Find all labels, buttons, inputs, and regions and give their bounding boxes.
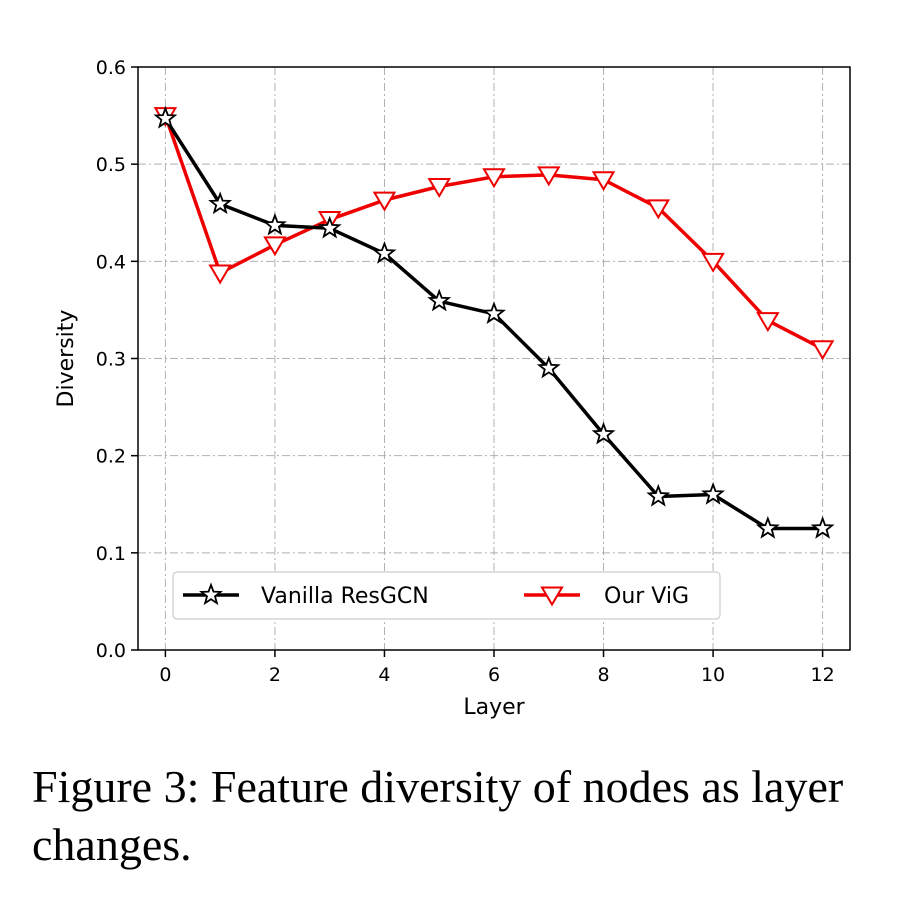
y-tick-label: 0.2 xyxy=(96,446,126,468)
series-layer xyxy=(153,105,835,539)
data-point xyxy=(427,288,452,312)
data-point xyxy=(153,105,178,129)
y-tick-label: 0.6 xyxy=(96,57,126,79)
y-tick-label: 0.0 xyxy=(96,640,126,662)
legend-item: Vanilla ResGCN xyxy=(183,582,429,609)
figure-caption: Figure 3: Feature diversity of nodes as … xyxy=(32,761,844,870)
data-point xyxy=(482,301,506,324)
x-tick-label: 6 xyxy=(488,664,500,686)
y-tick-label: 0.1 xyxy=(96,543,126,565)
legend-box xyxy=(172,571,721,620)
x-tick-label: 2 xyxy=(269,664,281,686)
legend-label: Our ViG xyxy=(604,584,689,609)
data-point xyxy=(591,171,616,192)
data-point xyxy=(755,515,780,539)
data-point xyxy=(263,236,287,257)
data-point xyxy=(208,191,233,215)
legend-marker xyxy=(199,582,223,606)
y-tick-label: 0.3 xyxy=(96,349,126,371)
data-point xyxy=(810,515,835,539)
line-chart: 0 2 4 6 8 10 12 0.0 0.1 0.2 0.3 0.4 0.5 0.6 Layer Div… xyxy=(54,57,851,720)
data-point xyxy=(317,215,342,239)
x-tick-label: 10 xyxy=(701,664,725,686)
data-point xyxy=(427,178,451,198)
data-point xyxy=(591,421,616,445)
data-point xyxy=(756,312,780,333)
x-tick-label: 0 xyxy=(159,664,171,686)
y-tick-label: 0.4 xyxy=(96,251,126,273)
legend-label: Vanilla ResGCN xyxy=(261,584,429,609)
data-point xyxy=(810,340,835,361)
data-point xyxy=(262,212,287,236)
legend-marker xyxy=(540,586,564,607)
x-axis-title: Layer xyxy=(463,695,525,720)
x-tick-label: 8 xyxy=(597,664,609,686)
data-point xyxy=(536,355,561,379)
y-axis-title: Diversity xyxy=(54,310,79,408)
data-point xyxy=(701,252,725,273)
series-our-vig xyxy=(153,107,835,361)
data-point xyxy=(537,166,561,187)
data-point xyxy=(208,264,232,285)
data-point xyxy=(701,481,726,505)
ticks: 0 2 4 6 8 10 12 0.0 0.1 0.2 0.3 0.4 0.5 0.6 xyxy=(96,57,835,686)
data-point xyxy=(482,168,506,189)
data-point xyxy=(646,199,671,220)
x-tick-label: 4 xyxy=(378,664,390,686)
data-point xyxy=(372,191,397,212)
chart-svg: 0 2 4 6 8 10 12 0.0 0.1 0.2 0.3 0.4 0.5 0.6 Layer Div… xyxy=(54,57,851,720)
data-point xyxy=(646,483,671,507)
y-tick-label: 0.5 xyxy=(96,154,126,176)
grid xyxy=(138,66,850,650)
legend-item: Our ViG xyxy=(524,584,689,609)
data-point xyxy=(372,240,397,264)
x-tick-label: 12 xyxy=(811,664,835,686)
legend: Vanilla ResGCN Our ViG xyxy=(172,571,721,620)
series-vanilla-resgcn xyxy=(153,105,835,539)
